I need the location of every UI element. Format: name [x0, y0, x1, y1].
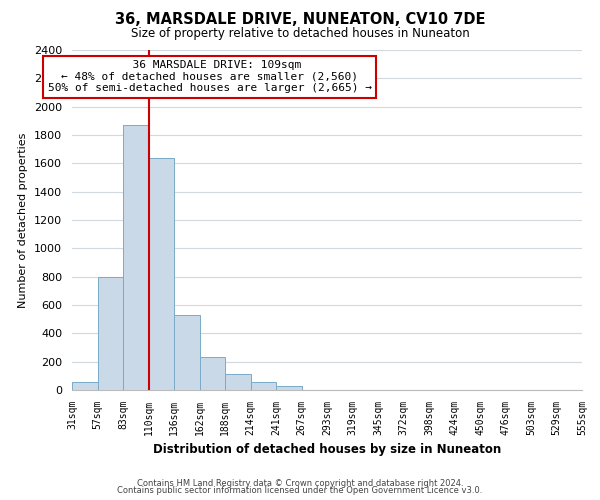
Text: 36, MARSDALE DRIVE, NUNEATON, CV10 7DE: 36, MARSDALE DRIVE, NUNEATON, CV10 7DE [115, 12, 485, 28]
Bar [225, 374, 251, 390]
Text: Contains HM Land Registry data © Crown copyright and database right 2024.: Contains HM Land Registry data © Crown c… [137, 478, 463, 488]
Bar [276, 386, 302, 390]
Bar [199, 356, 225, 390]
Bar [97, 276, 123, 390]
Y-axis label: Number of detached properties: Number of detached properties [19, 132, 28, 308]
Bar [251, 382, 276, 390]
X-axis label: Distribution of detached houses by size in Nuneaton: Distribution of detached houses by size … [153, 444, 501, 456]
Text: 36 MARSDALE DRIVE: 109sqm
← 48% of detached houses are smaller (2,560)
50% of se: 36 MARSDALE DRIVE: 109sqm ← 48% of detac… [48, 60, 372, 94]
Bar [149, 158, 174, 390]
Bar [72, 382, 97, 390]
Bar [123, 125, 149, 390]
Text: Size of property relative to detached houses in Nuneaton: Size of property relative to detached ho… [131, 28, 469, 40]
Bar [174, 315, 199, 390]
Text: Contains public sector information licensed under the Open Government Licence v3: Contains public sector information licen… [118, 486, 482, 495]
